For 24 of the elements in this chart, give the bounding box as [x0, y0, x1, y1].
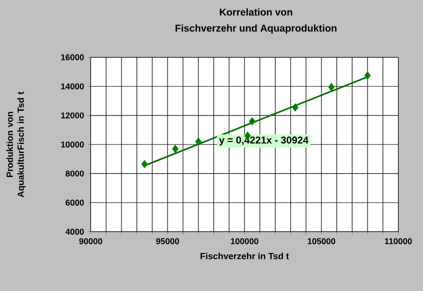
chart-subtitle: Fischverzehr und Aquaproduktion [176, 24, 336, 34]
y-tick-label: 6000 [66, 200, 84, 206]
point [364, 71, 371, 80]
annotation: y = 0,4221x - 30924 [219, 136, 308, 146]
x-tick-label: 110000 [384, 238, 412, 244]
point [172, 144, 178, 154]
x-tick-label: 95000 [156, 238, 180, 244]
x-axis-title: Fischverzehr in Tsd t [200, 252, 289, 260]
point [292, 103, 298, 112]
y-axis-title: Produktion von AquakulturFisch in Tsd t [6, 92, 26, 198]
chart-title: Korrelation von [220, 8, 292, 16]
x-tick-label: 105000 [308, 238, 336, 244]
x-tick-label: 90000 [79, 238, 102, 244]
point [328, 82, 335, 92]
x-tick-label: 100000 [230, 238, 258, 244]
y-tick-label: 14000 [61, 83, 84, 90]
point [141, 160, 148, 168]
y-tick-label: 16000 [61, 54, 84, 60]
y-tick-label: 10000 [61, 142, 84, 148]
point [195, 137, 202, 146]
y-tick-label: 8000 [66, 170, 84, 177]
y-tick-label: 4000 [65, 228, 84, 235]
y-tick-label: 12000 [61, 112, 84, 118]
point [249, 117, 256, 126]
